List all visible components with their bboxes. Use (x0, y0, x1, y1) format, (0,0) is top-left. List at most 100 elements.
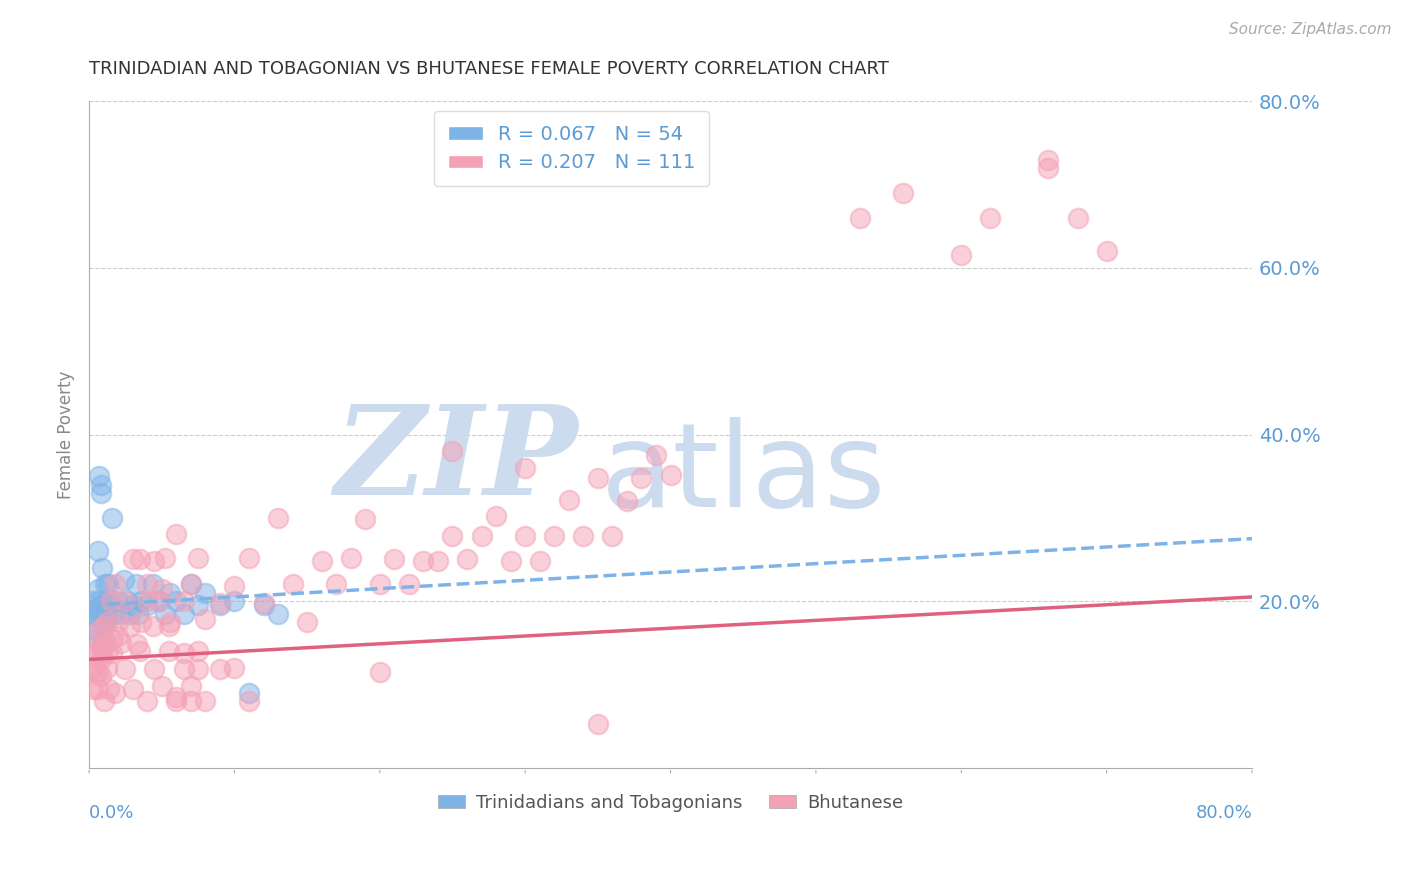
Legend: Trinidadians and Tobagonians, Bhutanese: Trinidadians and Tobagonians, Bhutanese (437, 794, 903, 812)
Point (441, 444, 464, 458)
Point (950, 248, 973, 262)
Point (157, 619, 180, 633)
Point (148, 594, 170, 608)
Point (104, 607, 127, 621)
Point (1038, 161, 1060, 175)
Point (187, 550, 209, 565)
Point (97, 644, 120, 658)
Point (110, 636, 132, 650)
Point (1066, 211, 1088, 225)
Point (979, 211, 1001, 225)
Point (267, 511, 290, 525)
Text: TRINIDADIAN AND TOBAGONIAN VS BHUTANESE FEMALE POVERTY CORRELATION CHART: TRINIDADIAN AND TOBAGONIAN VS BHUTANESE … (89, 60, 889, 78)
Point (93, 619, 115, 633)
Point (848, 211, 870, 225)
Point (180, 577, 202, 591)
Point (142, 619, 165, 633)
Point (150, 679, 173, 693)
Point (80, 661, 103, 675)
Point (616, 494, 638, 508)
Point (630, 471, 652, 485)
Point (267, 607, 290, 621)
Point (98, 599, 121, 613)
Point (1095, 244, 1118, 259)
Point (118, 607, 141, 621)
Point (187, 644, 209, 658)
Point (165, 694, 187, 708)
Point (94, 602, 117, 616)
Point (125, 637, 148, 651)
Point (208, 662, 231, 676)
Point (485, 509, 508, 524)
Point (238, 686, 260, 700)
Point (187, 599, 209, 613)
Point (238, 550, 260, 565)
Point (91, 599, 114, 613)
Point (87, 681, 110, 696)
Point (368, 577, 391, 591)
Point (238, 694, 260, 708)
Point (194, 586, 217, 600)
Point (382, 552, 405, 566)
Point (110, 607, 132, 621)
Point (104, 686, 127, 700)
Point (121, 599, 143, 613)
Point (89, 624, 111, 638)
Point (107, 594, 129, 608)
Point (100, 594, 122, 608)
Point (87, 582, 110, 596)
Point (90, 477, 112, 491)
Point (90, 669, 112, 683)
Point (281, 577, 304, 591)
Point (128, 607, 150, 621)
Point (659, 467, 682, 482)
Point (91, 648, 114, 663)
Point (136, 594, 159, 608)
Point (114, 662, 136, 676)
Point (93, 694, 115, 708)
Point (129, 552, 152, 566)
Point (412, 554, 434, 568)
Point (90, 652, 112, 666)
Text: ZIP: ZIP (333, 401, 578, 522)
Point (499, 554, 522, 568)
Point (602, 529, 624, 543)
Point (131, 594, 153, 608)
Point (224, 594, 246, 608)
Point (82, 594, 104, 608)
Point (87, 544, 110, 558)
Point (94, 636, 117, 650)
Point (645, 448, 668, 462)
Point (173, 646, 195, 660)
Point (82, 681, 104, 696)
Point (90, 602, 112, 616)
Point (165, 594, 187, 608)
Point (93, 607, 115, 621)
Point (180, 577, 202, 591)
Point (89, 636, 111, 650)
Point (159, 615, 181, 629)
Point (107, 629, 129, 643)
Point (173, 594, 195, 608)
Point (98, 681, 121, 696)
Point (180, 694, 202, 708)
Point (107, 615, 129, 629)
Point (83, 665, 105, 679)
Point (101, 511, 124, 525)
Y-axis label: Female Poverty: Female Poverty (58, 370, 75, 499)
Point (398, 577, 420, 591)
Point (543, 529, 565, 543)
Point (104, 577, 127, 591)
Point (224, 579, 246, 593)
Point (124, 577, 146, 591)
Text: atlas: atlas (600, 417, 886, 532)
Point (112, 574, 135, 588)
Point (295, 615, 318, 629)
Point (586, 471, 609, 485)
Point (187, 662, 209, 676)
Point (426, 554, 449, 568)
Point (96, 661, 118, 675)
Point (180, 679, 202, 693)
Point (558, 492, 581, 507)
Point (136, 694, 159, 708)
